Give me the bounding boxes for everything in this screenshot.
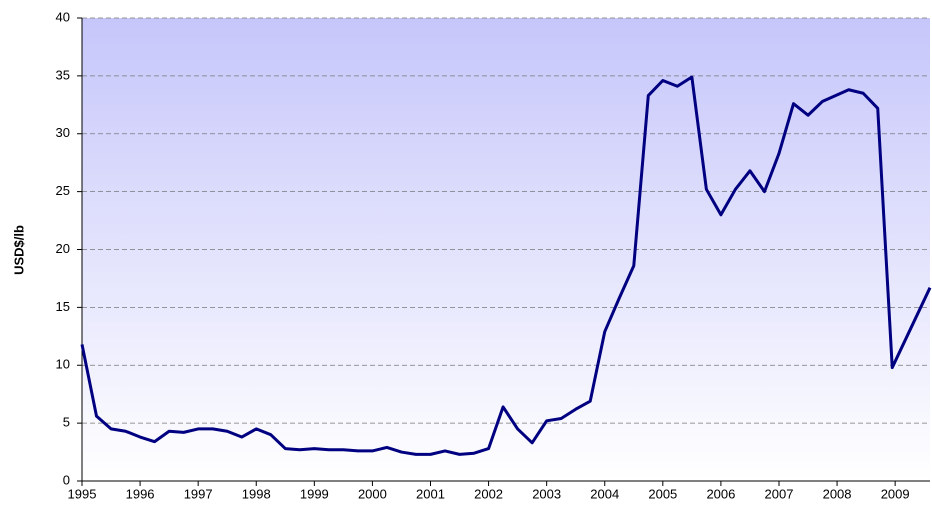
x-tick-label: 1995 bbox=[68, 486, 97, 501]
x-tick-label: 2005 bbox=[648, 486, 677, 501]
y-tick-label: 35 bbox=[56, 67, 70, 82]
x-tick-label: 2006 bbox=[706, 486, 735, 501]
x-tick-label: 2007 bbox=[765, 486, 794, 501]
x-tick-label: 1998 bbox=[242, 486, 271, 501]
x-tick-label: 2004 bbox=[590, 486, 619, 501]
x-tick-label: 1997 bbox=[184, 486, 213, 501]
y-tick-label: 0 bbox=[63, 472, 70, 487]
x-tick-label: 2003 bbox=[532, 486, 561, 501]
y-tick-label: 25 bbox=[56, 183, 70, 198]
y-tick-label: 20 bbox=[56, 241, 70, 256]
x-tick-label: 2000 bbox=[358, 486, 387, 501]
x-tick-label: 2001 bbox=[416, 486, 445, 501]
x-tick-label: 2008 bbox=[823, 486, 852, 501]
y-tick-label: 10 bbox=[56, 357, 70, 372]
x-tick-label: 1999 bbox=[300, 486, 329, 501]
x-tick-label: 1996 bbox=[126, 486, 155, 501]
y-tick-label: 5 bbox=[63, 415, 70, 430]
x-tick-label: 2002 bbox=[474, 486, 503, 501]
y-tick-label: 40 bbox=[56, 9, 70, 24]
data-line bbox=[80, 75, 932, 456]
x-tick-label: 2009 bbox=[881, 486, 910, 501]
y-axis-label: USD$/lb bbox=[11, 225, 26, 275]
y-tick-label: 30 bbox=[56, 125, 70, 140]
y-tick-label: 15 bbox=[56, 299, 70, 314]
